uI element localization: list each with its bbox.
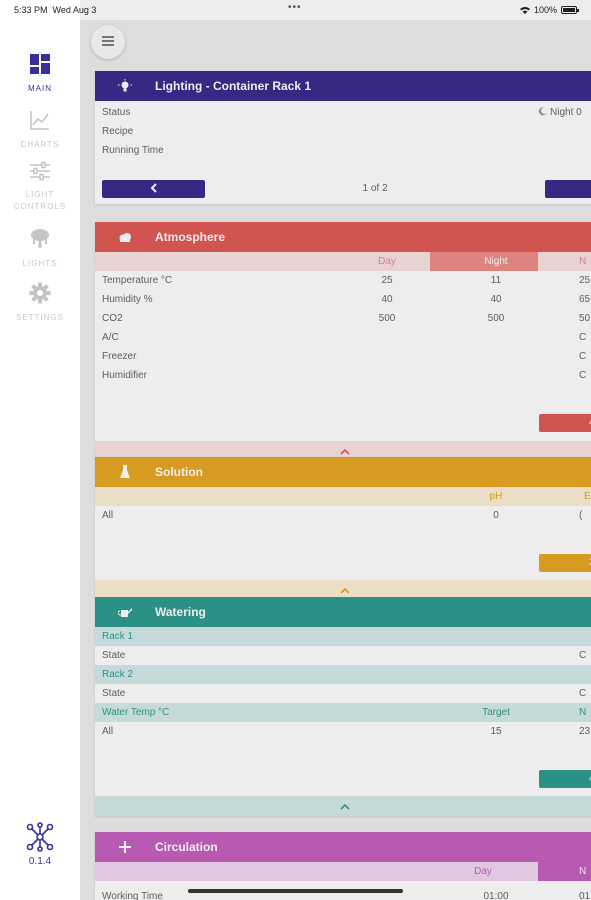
solution-action-button[interactable]: 2 [539,554,591,572]
cloud-icon [95,232,155,242]
chevron-up-icon [340,442,350,460]
row-label: Status [102,107,131,118]
status-value: Night 0 [538,106,582,119]
battery-icon [561,6,579,14]
light-fixture-icon [0,228,80,254]
atmosphere-column-header: Day Night N [95,252,591,271]
table-row: All 15 23 [102,726,591,737]
sidebar-item-label: MAIN [28,84,52,93]
column-night: Night [484,256,508,267]
gear-icon [0,282,80,308]
lighting-row-status: Status Night 0 [95,103,591,122]
table-row: A/C C [102,332,587,343]
card-title: Watering [155,605,206,619]
sidebar-item-label: CHARTS [20,140,60,149]
circulation-card: Circulation Day N Working Time 01:00 01 [95,832,591,900]
row-label: Running Time [102,145,164,156]
atmosphere-expand-toggle[interactable] [95,441,591,461]
lighting-row-recipe: Recipe [95,122,591,141]
card-title: Lighting - Container Rack 1 [155,79,312,93]
table-row: Working Time 01:00 01 [102,891,591,900]
night-column-highlight [430,252,538,271]
circulation-card-header[interactable]: Circulation [95,832,591,862]
sidebar-item-charts[interactable]: CHARTS [0,109,80,151]
status-time: 5:33 PM Wed Aug 3 [14,5,97,15]
atmosphere-action-button[interactable]: 4 [539,414,591,432]
lighting-card-header[interactable]: Lighting - Container Rack 1 [95,71,591,101]
table-row: State C [102,650,587,661]
watering-can-icon [95,606,155,618]
table-row: Temperature °C 25 11 25 [102,275,591,286]
watering-card: Watering Rack 1 State C Rack 2 State C W… [95,597,591,797]
molecule-logo-icon [25,822,55,857]
home-indicator[interactable] [188,889,403,893]
column-ec: E [584,491,591,502]
moon-icon [538,106,547,119]
column-third: N [579,256,587,267]
sidebar-item-label-line1: LIGHT [25,190,55,199]
status-bar: 5:33 PM Wed Aug 3 ••• 100% [0,0,591,20]
solution-column-header: pH E [95,487,591,506]
atmosphere-card: Atmosphere Day Night N Temperature °C 25… [95,222,591,441]
multitasking-dots-icon[interactable]: ••• [288,2,302,13]
lighting-row-running-time: Running Time [95,141,591,160]
watering-expand-toggle[interactable] [95,796,591,816]
status-right: 100% [519,5,579,15]
dashboard-icon [0,53,80,79]
solution-card-header[interactable]: Solution [95,457,591,487]
next-page-button[interactable] [545,180,591,198]
card-title: Solution [155,465,203,479]
sidebar-item-label-line2: CONTROLS [13,202,67,211]
table-row: Humidity % 40 40 65 [102,294,591,305]
main-content: Lighting - Container Rack 1 Status Night… [80,20,591,900]
lightbulb-icon [95,79,155,93]
card-title: Atmosphere [155,230,226,244]
solution-expand-toggle[interactable] [95,580,591,600]
pager-indicator: 1 of 2 [362,183,388,194]
atmosphere-card-header[interactable]: Atmosphere [95,222,591,252]
sidebar-item-main[interactable]: MAIN [0,53,80,95]
sidebar-item-label: LIGHTS [22,259,58,268]
watering-card-header[interactable]: Watering [95,597,591,627]
menu-button[interactable] [91,25,125,59]
fan-icon [95,841,155,853]
table-row: All 0 ( [102,510,583,521]
watering-action-button[interactable]: 4 [539,770,591,788]
battery-percent: 100% [533,5,557,15]
column-day: Day [378,256,396,267]
previous-page-button[interactable] [102,180,205,198]
chevron-up-icon [340,581,350,599]
row-label: Recipe [102,126,134,137]
sidebar-item-label: SETTINGS [15,313,64,322]
circulation-column-header: Day N [95,862,591,881]
sidebar-item-light-controls[interactable]: LIGHT CONTROLS [0,161,80,213]
card-title: Circulation [155,840,218,854]
table-row: State C [102,688,587,699]
column-ph: pH [489,491,503,502]
solution-card: Solution pH E All 0 ( 2 [95,457,591,580]
sidebar-item-settings[interactable]: SETTINGS [0,282,80,324]
chevron-up-icon [340,797,350,815]
wifi-icon [519,6,530,14]
flask-icon [95,465,155,479]
app-version: 0.1.4 [28,856,52,867]
chevron-left-icon [150,180,157,198]
water-temp-header: Water Temp °C Target N [95,703,591,722]
sliders-icon [0,161,80,185]
watering-rack2-header: Rack 2 [95,665,591,684]
table-row: Humidifier C [102,370,587,381]
table-row: Freezer C [102,351,587,362]
lighting-card: Lighting - Container Rack 1 Status Night… [95,71,591,204]
hamburger-icon [102,33,114,51]
sidebar: MAIN CHARTS LIGHT CONTROLS [0,20,80,900]
watering-rack1-header: Rack 1 [95,627,591,646]
sidebar-item-lights[interactable]: LIGHTS [0,228,80,270]
night-column-highlight [538,862,591,881]
line-chart-icon [0,109,80,135]
table-row: CO2 500 500 50 [102,313,591,324]
